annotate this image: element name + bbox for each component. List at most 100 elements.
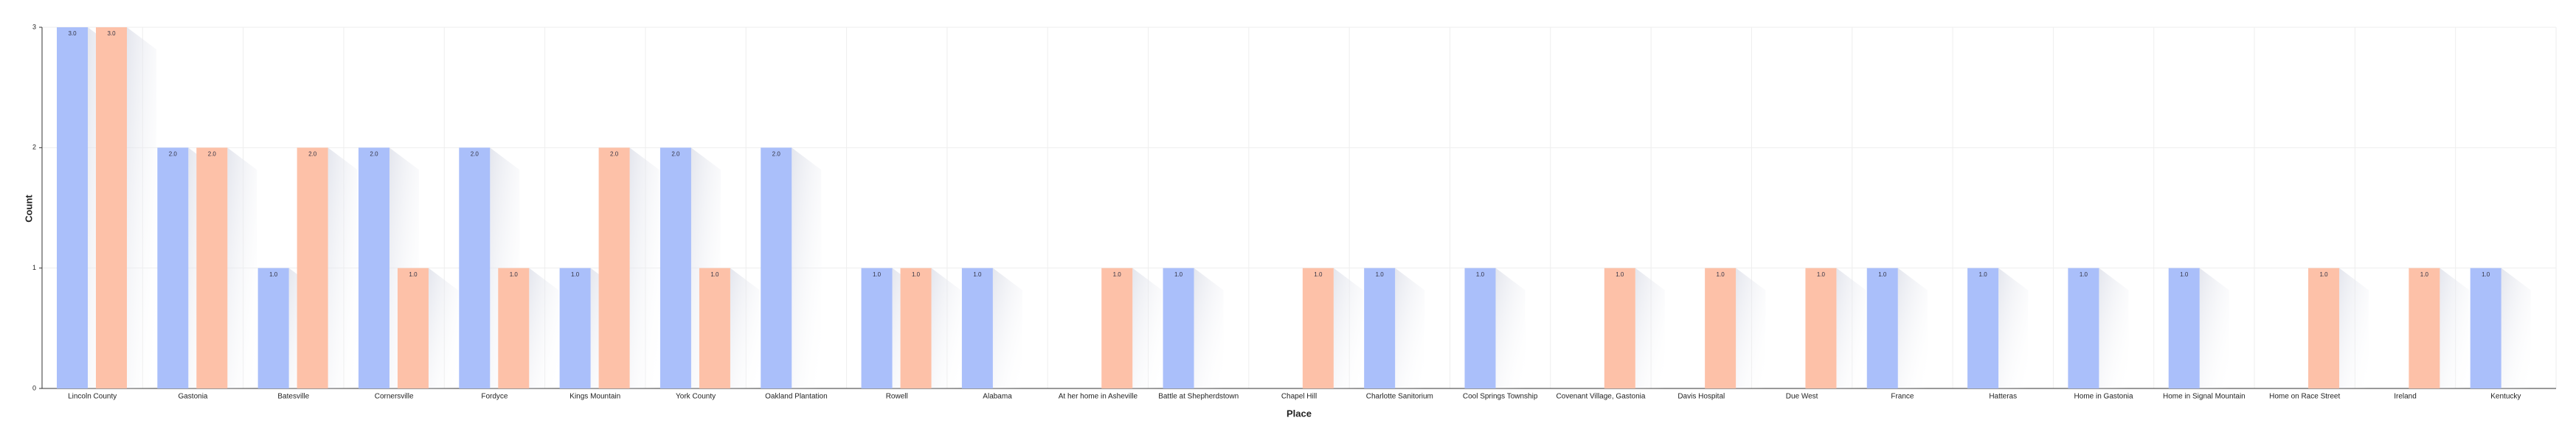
bar bbox=[900, 268, 932, 388]
value-label: 2.0 bbox=[671, 150, 680, 157]
bar bbox=[761, 147, 792, 389]
bar bbox=[2168, 268, 2200, 388]
value-label: 1.0 bbox=[269, 271, 278, 278]
value-label: 1.0 bbox=[2180, 271, 2189, 278]
bar-shadow bbox=[2099, 268, 2129, 388]
bar-shadow bbox=[227, 147, 257, 389]
bar bbox=[699, 268, 730, 388]
bar-shadow bbox=[1132, 268, 1163, 388]
value-label: 1.0 bbox=[1717, 271, 1725, 278]
bar bbox=[1604, 268, 1635, 388]
bar-shadow bbox=[1333, 268, 1363, 388]
bar-shadow bbox=[529, 268, 559, 388]
bar-shadow bbox=[1836, 268, 1866, 388]
bar-shadow bbox=[1194, 268, 1224, 388]
x-tick-label: Hatteras bbox=[1989, 393, 2017, 401]
value-label: 1.0 bbox=[1878, 271, 1887, 278]
bar-shadow bbox=[127, 27, 156, 388]
x-tick-label: France bbox=[1891, 393, 1914, 401]
bar bbox=[598, 147, 630, 389]
x-tick-label: Kings Mountain bbox=[569, 393, 620, 401]
bar-shadow bbox=[2501, 268, 2531, 388]
value-label: 1.0 bbox=[2319, 271, 2328, 278]
value-label: 1.0 bbox=[2420, 271, 2429, 278]
x-tick-label: Home on Race Street bbox=[2269, 393, 2340, 401]
x-tick-label: Alabama bbox=[983, 393, 1012, 401]
bar-shadow bbox=[792, 147, 822, 389]
value-label: 2.0 bbox=[208, 150, 217, 157]
value-label: 2.0 bbox=[471, 150, 479, 157]
bar-shadow bbox=[2440, 268, 2470, 388]
x-tick-label: Cornersville bbox=[375, 393, 414, 401]
bar bbox=[1101, 268, 1133, 388]
value-label: 1.0 bbox=[1113, 271, 1122, 278]
value-label: 3.0 bbox=[68, 30, 77, 37]
x-tick-label: Oakland Plantation bbox=[765, 393, 828, 401]
x-tick-label: Davis Hospital bbox=[1677, 393, 1725, 401]
x-tick-label: Chapel Hill bbox=[1281, 393, 1317, 401]
value-label: 2.0 bbox=[772, 150, 781, 157]
y-tick-label: 1 bbox=[32, 264, 36, 271]
bar-shadow bbox=[992, 268, 1022, 388]
value-label: 1.0 bbox=[2482, 271, 2490, 278]
bar bbox=[2068, 268, 2099, 388]
value-label: 2.0 bbox=[169, 150, 178, 157]
x-tick-label: At her home in Asheville bbox=[1059, 393, 1138, 401]
bar bbox=[1364, 268, 1396, 388]
x-tick-label: Covenant Village, Gastonia bbox=[1556, 393, 1645, 401]
bar-shadow bbox=[1495, 268, 1526, 388]
y-tick-label: 0 bbox=[32, 384, 36, 391]
bar-shadow bbox=[1395, 268, 1425, 388]
bar bbox=[297, 147, 328, 389]
bar bbox=[459, 147, 491, 389]
bar-shadow bbox=[730, 268, 760, 388]
bar-shadow bbox=[2199, 268, 2229, 388]
bar bbox=[257, 268, 289, 388]
bar bbox=[2409, 268, 2440, 388]
bar-shadow bbox=[931, 268, 961, 388]
value-label: 1.0 bbox=[1174, 271, 1183, 278]
bar-shadow bbox=[428, 268, 458, 388]
bar-shadow bbox=[328, 147, 358, 389]
bar-shadow bbox=[1998, 268, 2029, 388]
value-label: 1.0 bbox=[1314, 271, 1323, 278]
bar bbox=[1163, 268, 1194, 388]
x-tick-label: Battle at Shepherdstown bbox=[1158, 393, 1239, 401]
x-tick-label: Charlotte Sanitorium bbox=[1366, 393, 1433, 401]
bar bbox=[358, 147, 389, 389]
bar-shadow bbox=[629, 147, 659, 389]
bar bbox=[2470, 268, 2501, 388]
value-label: 1.0 bbox=[1817, 271, 1826, 278]
y-tick-label: 3 bbox=[32, 23, 36, 30]
bar bbox=[1705, 268, 1737, 388]
x-tick-label: Ireland bbox=[2394, 393, 2417, 401]
bar bbox=[157, 147, 189, 389]
y-axis-title: Count bbox=[23, 195, 34, 223]
bar bbox=[498, 268, 530, 388]
value-label: 2.0 bbox=[370, 150, 378, 157]
value-label: 2.0 bbox=[308, 150, 317, 157]
x-tick-label: Home in Signal Mountain bbox=[2163, 393, 2246, 401]
bar bbox=[1805, 268, 1837, 388]
value-label: 1.0 bbox=[1979, 271, 1988, 278]
bar-shadow bbox=[1736, 268, 1766, 388]
value-label: 1.0 bbox=[873, 271, 882, 278]
y-tick-label: 2 bbox=[32, 144, 36, 151]
x-axis-title: Place bbox=[1287, 408, 1312, 419]
bar bbox=[1967, 268, 1999, 388]
x-tick-label: Cool Springs Township bbox=[1463, 393, 1538, 401]
value-label: 1.0 bbox=[2080, 271, 2088, 278]
bar bbox=[1302, 268, 1334, 388]
x-tick-label: Kentucky bbox=[2490, 393, 2521, 401]
bar bbox=[57, 27, 88, 388]
bar-shadow bbox=[2339, 268, 2369, 388]
x-tick-label: Lincoln County bbox=[68, 393, 117, 401]
value-label: 2.0 bbox=[610, 150, 619, 157]
bar bbox=[1464, 268, 1496, 388]
bar bbox=[961, 268, 993, 388]
value-label: 1.0 bbox=[973, 271, 982, 278]
x-tick-label: Fordyce bbox=[481, 393, 508, 401]
x-tick-label: Gastonia bbox=[178, 393, 207, 401]
bar bbox=[196, 147, 228, 389]
